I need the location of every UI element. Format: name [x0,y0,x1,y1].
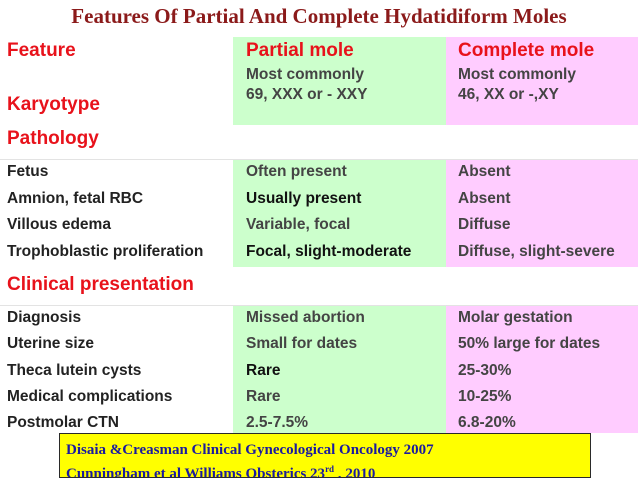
slide-title: Features Of Partial And Complete Hydatid… [71,4,567,28]
citation-box: Disaia &Creasman Clinical Gynecological … [59,433,591,478]
row-label-uterine-size: Uterine size [7,335,95,352]
row-partial-amnion: Usually present [246,190,362,207]
row-label-trophoblastic: Trophoblastic proliferation [7,243,204,260]
citation-superscript: rd [325,464,335,474]
row-complete-medical-complications: 10-25% [458,388,512,405]
row-label-fetus: Fetus [7,163,49,180]
row-label-postmolar-ctn: Postmolar CTN [7,414,119,431]
header-complete-mole: Complete mole [458,40,595,61]
karyotype-complete-line1: Most commonly [458,66,576,83]
citation-line-2: Cunningham et al Williams Obsterics 23rd… [66,464,376,478]
row-complete-theca-lutein: 25-30% [458,362,512,379]
row-label-diagnosis: Diagnosis [7,309,82,326]
row-complete-diagnosis: Molar gestation [458,309,573,326]
citation-line-2-year: , 2010 [334,466,376,478]
row-partial-fetus: Often present [246,163,347,180]
row-partial-medical-complications: Rare [246,388,281,405]
karyotype-label: Karyotype [7,94,100,115]
row-complete-amnion: Absent [458,190,511,207]
karyotype-complete-line2: 46, XX or -,XY [458,86,559,103]
row-divider [0,159,638,160]
header-partial-mole: Partial mole [246,40,354,61]
complete-band-top [446,37,638,125]
karyotype-partial-line1: Most commonly [246,66,364,83]
row-complete-postmolar-ctn: 6.8-20% [458,414,516,431]
citation-line-2-text: Cunningham et al Williams Obsterics 23 [66,466,326,478]
partial-band-pathology [233,159,446,267]
row-partial-postmolar-ctn: 2.5-7.5% [246,414,309,431]
header-feature: Feature [7,40,76,61]
row-partial-trophoblastic: Focal, slight-moderate [246,243,412,260]
row-complete-fetus: Absent [458,163,511,180]
row-partial-villous-edema: Variable, focal [246,216,351,233]
section-clinical-presentation: Clinical presentation [7,274,194,295]
partial-band-top [233,37,446,125]
section-pathology: Pathology [7,128,99,149]
row-divider [0,305,638,306]
row-partial-diagnosis: Missed abortion [246,309,365,326]
row-partial-uterine-size: Small for dates [246,335,358,352]
complete-band-clinical [446,305,638,433]
row-complete-uterine-size: 50% large for dates [458,335,601,352]
row-label-medical-complications: Medical complications [7,388,173,405]
partial-band-clinical [233,305,446,433]
row-label-theca-lutein: Theca lutein cysts [7,362,142,379]
row-partial-theca-lutein: Rare [246,362,281,379]
citation-line-1: Disaia &Creasman Clinical Gynecological … [66,442,434,458]
complete-band-pathology [446,159,638,267]
row-complete-villous-edema: Diffuse [458,216,511,233]
row-label-villous-edema: Villous edema [7,216,111,233]
row-label-amnion: Amnion, fetal RBC [7,190,144,207]
row-complete-trophoblastic: Diffuse, slight-severe [458,243,615,260]
karyotype-partial-line2: 69, XXX or - XXY [246,86,368,103]
